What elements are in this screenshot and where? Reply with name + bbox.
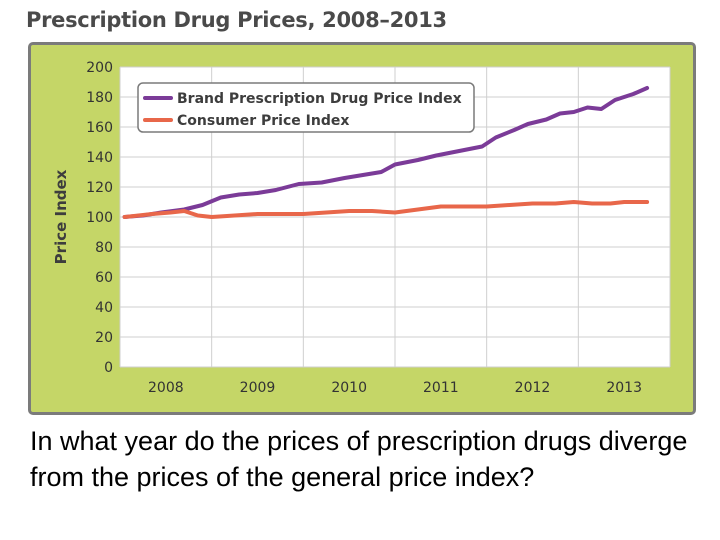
- x-axis-ticks: 2008 2009 2010 2011 2012 2013: [148, 380, 642, 396]
- y-tick-label: 160: [86, 120, 113, 136]
- series-lines: [122, 86, 650, 219]
- series-line-1: [122, 86, 650, 219]
- legend-box: [137, 82, 475, 133]
- y-tick-label: 100: [86, 210, 113, 226]
- y-tick-label: 200: [86, 60, 113, 76]
- x-tick-label: 2013: [606, 380, 642, 396]
- y-axis-ticks: 0 20 40 60 80 100 120 140 160 180 200: [86, 60, 113, 376]
- y-tick-label: 40: [95, 300, 113, 316]
- y-tick-label: 140: [86, 150, 113, 166]
- y-tick-label: 0: [104, 360, 113, 376]
- y-tick-label: 20: [95, 330, 113, 346]
- legend-label-1: Brand Prescription Drug Price Index: [177, 91, 462, 107]
- series-line-2: [122, 200, 650, 219]
- x-tick-label: 2012: [515, 380, 551, 396]
- legend: Brand Prescription Drug Price Index Consu…: [137, 82, 475, 133]
- question-text: In what year do the prices of prescripti…: [30, 426, 688, 492]
- y-tick-label: 60: [95, 270, 113, 286]
- legend-label-2: Consumer Price Index: [177, 113, 349, 129]
- y-tick-label: 80: [95, 240, 113, 256]
- y-tick-label: 180: [86, 90, 113, 106]
- x-tick-label: 2008: [148, 380, 184, 396]
- y-axis-label: Price Index: [52, 169, 70, 264]
- y-tick-label: 120: [86, 180, 113, 196]
- chart-title: Prescription Drug Prices, 2008–2013: [26, 8, 447, 32]
- x-tick-label: 2010: [331, 380, 367, 396]
- x-tick-label: 2009: [240, 380, 276, 396]
- x-tick-label: 2011: [423, 380, 459, 396]
